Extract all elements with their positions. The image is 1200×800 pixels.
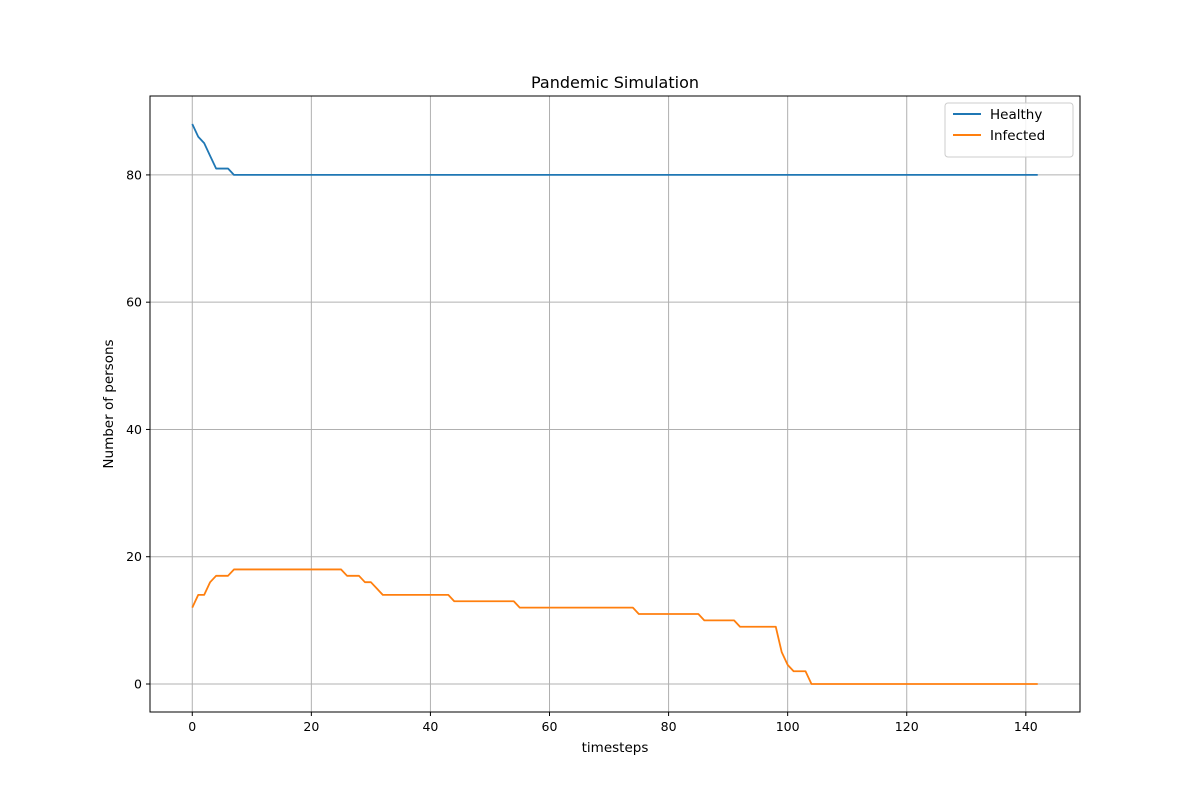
legend-label: Infected	[990, 128, 1045, 144]
x-tick-label: 80	[661, 719, 677, 734]
ticks: 0 20 40 60 80 100 120 140 0 20 40 60 80	[126, 167, 1038, 734]
x-tick-label: 20	[303, 719, 319, 734]
chart-title: Pandemic Simulation	[531, 73, 699, 92]
y-tick-label: 40	[126, 422, 142, 437]
plot-frame	[149, 95, 1081, 713]
x-tick-label: 100	[776, 719, 800, 734]
y-axis-label: Number of persons	[101, 339, 117, 468]
legend: Healthy Infected	[944, 102, 1074, 158]
legend-label: Healthy	[990, 107, 1042, 123]
grid	[150, 96, 1080, 712]
x-tick-label: 0	[188, 719, 196, 734]
series-line-infected	[191, 568, 1038, 685]
y-tick-label: 20	[126, 549, 142, 564]
y-tick-label: 60	[126, 295, 142, 310]
x-tick-label: 40	[422, 719, 438, 734]
series-line-healthy	[191, 123, 1038, 176]
y-tick-label: 80	[126, 167, 142, 182]
x-tick-label: 60	[542, 719, 558, 734]
legend-box	[944, 102, 1074, 158]
series-group	[191, 123, 1038, 685]
x-tick-label: 120	[895, 719, 919, 734]
x-tick-label: 140	[1014, 719, 1038, 734]
x-axis-label: timesteps	[582, 740, 649, 756]
y-tick-label: 0	[134, 677, 142, 692]
